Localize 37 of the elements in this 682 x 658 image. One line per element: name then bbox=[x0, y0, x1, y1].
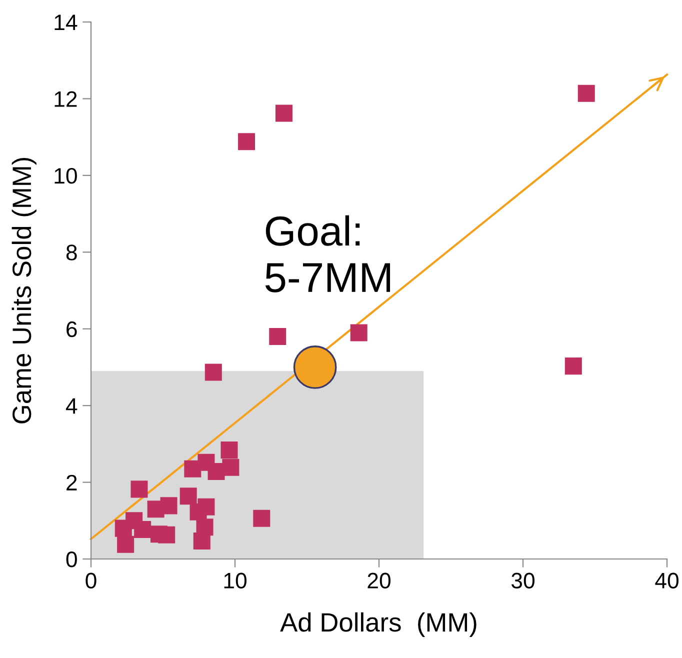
point bbox=[238, 133, 256, 150]
point bbox=[293, 346, 337, 389]
y-tick-label: 14 bbox=[54, 14, 78, 30]
y-tick-label: 6 bbox=[66, 321, 77, 338]
point bbox=[564, 358, 582, 375]
point bbox=[193, 532, 210, 550]
x-tick-label: 40 bbox=[655, 572, 678, 589]
y-tick-label: 10 bbox=[54, 168, 77, 184]
point bbox=[190, 503, 207, 520]
point bbox=[117, 536, 134, 553]
point bbox=[184, 460, 202, 478]
point bbox=[134, 520, 152, 538]
point bbox=[269, 328, 286, 346]
point bbox=[275, 104, 292, 122]
point bbox=[180, 488, 197, 505]
y-tick-label: 12 bbox=[54, 91, 77, 107]
point bbox=[130, 480, 148, 498]
x-tick-label: 0 bbox=[86, 572, 96, 589]
point bbox=[578, 84, 595, 102]
point bbox=[220, 442, 238, 459]
y-axis-title: Game Units Sold (MM) bbox=[12, 158, 36, 424]
point bbox=[158, 526, 176, 544]
y-tick-label: 4 bbox=[66, 398, 78, 414]
x-tick-label: 20 bbox=[368, 572, 390, 589]
x-tick-label: 30 bbox=[511, 572, 534, 589]
y-tick-label: 0 bbox=[66, 552, 77, 568]
point bbox=[253, 510, 270, 527]
y-tick-label: 8 bbox=[66, 244, 77, 260]
annotation: Goal: 5-7MM bbox=[265, 215, 390, 292]
point bbox=[204, 364, 222, 381]
point bbox=[114, 520, 132, 537]
point bbox=[160, 497, 178, 514]
y-tick-label: 2 bbox=[66, 474, 77, 490]
x-tick-label: 10 bbox=[224, 572, 246, 589]
x-axis-title: Ad Dollars (MM) bbox=[280, 612, 476, 637]
point bbox=[350, 324, 368, 342]
point bbox=[208, 463, 225, 480]
